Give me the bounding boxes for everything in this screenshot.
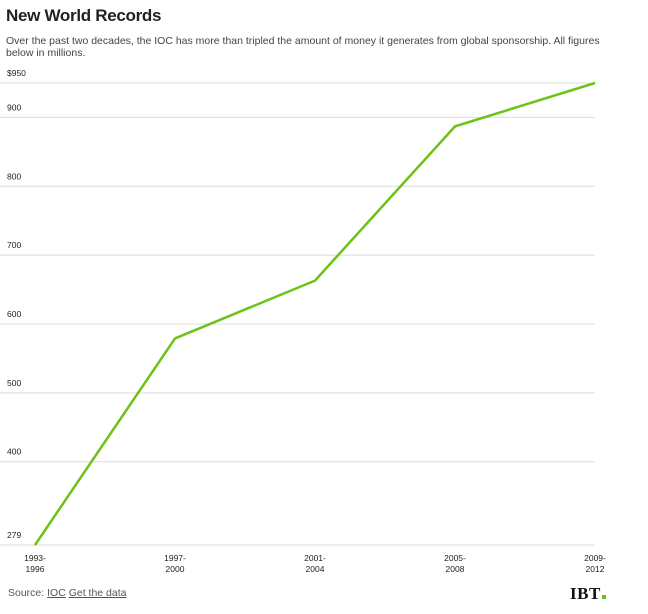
x-tick-label: 2001-2004 <box>304 553 326 574</box>
chart-subtitle: Over the past two decades, the IOC has m… <box>6 35 600 59</box>
x-tick-label: 2009-2012 <box>584 553 606 574</box>
data-link[interactable]: Get the data <box>68 587 127 599</box>
logo-text: IBT <box>570 584 601 603</box>
x-tick-label: 2005-2008 <box>444 553 466 574</box>
y-tick-label: 900 <box>7 102 21 112</box>
chart-title: New World Records <box>6 6 162 25</box>
logo: IBT <box>570 584 606 604</box>
y-tick-label: 400 <box>7 447 21 457</box>
source-label: Source: <box>8 587 45 599</box>
y-tick-label: 600 <box>7 309 21 319</box>
footer: Source: IOC Get the data <box>8 587 127 599</box>
logo-dot <box>601 595 606 599</box>
x-tick-label: 1993-1996 <box>24 553 46 574</box>
y-tick-label: 700 <box>7 240 21 250</box>
y-tick-label: 279 <box>7 530 21 540</box>
y-tick-label: 800 <box>7 171 21 181</box>
y-tick-label: $950 <box>7 68 26 78</box>
y-tick-label: 500 <box>7 378 21 388</box>
source-link[interactable]: IOC <box>47 587 66 599</box>
x-tick-label: 1997-2000 <box>164 553 186 574</box>
data-line <box>33 81 596 546</box>
